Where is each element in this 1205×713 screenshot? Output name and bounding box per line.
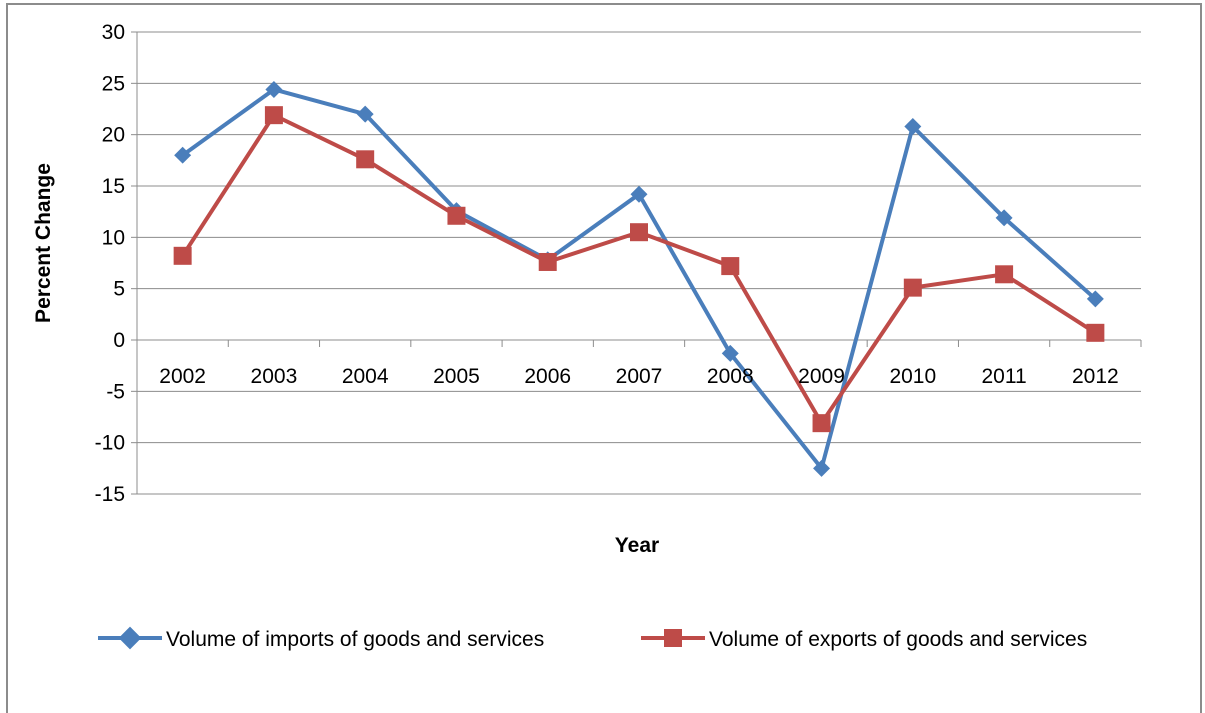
y-tick-label: 0 <box>113 329 125 352</box>
y-tick-label: 15 <box>102 175 125 198</box>
y-tick-label: -15 <box>95 483 125 506</box>
x-tick-label: 2002 <box>159 365 206 388</box>
y-tick-label: 5 <box>113 278 125 301</box>
data-point-1-3 <box>447 206 466 225</box>
legend-marker-exports <box>664 629 682 647</box>
series-lines <box>173 81 1105 477</box>
x-tick-label: 2003 <box>251 365 298 388</box>
x-tick-label: 2008 <box>707 365 754 388</box>
data-point-1-1 <box>264 106 283 125</box>
data-point-1-4 <box>538 252 557 271</box>
series-line-0 <box>181 87 1097 471</box>
data-point-0-9 <box>995 209 1013 227</box>
x-tick-label: 2012 <box>1072 365 1119 388</box>
data-point-1-8 <box>903 278 922 297</box>
x-tick-label: 2010 <box>889 365 936 388</box>
data-point-0-2 <box>356 105 374 123</box>
y-axis-title: Percent Change <box>32 163 55 323</box>
x-tick-label: 2009 <box>798 365 845 388</box>
data-point-1-0 <box>173 246 192 265</box>
data-point-0-8 <box>904 117 922 135</box>
data-point-0-1 <box>265 81 283 98</box>
legend-marker-imports <box>118 626 142 650</box>
x-tick-label: 2006 <box>524 365 571 388</box>
legend-item-exports: Volume of exports of goods and services <box>641 628 1087 651</box>
data-point-1-7 <box>812 414 831 433</box>
y-tick-label: 25 <box>102 72 125 95</box>
x-axis-title: Year <box>615 534 659 557</box>
data-point-1-6 <box>721 257 740 276</box>
data-point-1-9 <box>995 265 1014 284</box>
x-tick-label: 2007 <box>616 365 663 388</box>
legend-label-imports: Volume of imports of goods and services <box>166 628 544 651</box>
data-point-0-7 <box>813 459 831 477</box>
x-axis <box>136 339 1142 347</box>
y-tick-label: 30 <box>102 21 125 44</box>
y-tick-label: 10 <box>102 226 125 249</box>
legend: Volume of imports of goods and services … <box>98 626 1087 651</box>
data-point-0-5 <box>630 185 648 203</box>
x-tick-label: 2011 <box>982 365 1027 388</box>
gridlines <box>137 31 1141 495</box>
y-axis-ticks: -15 -10 -5 0 5 10 15 20 25 30 <box>95 21 138 506</box>
y-tick-label: -5 <box>106 380 125 403</box>
x-tick-label: 2005 <box>433 365 480 388</box>
data-point-1-10 <box>1086 323 1105 342</box>
x-tick-label: 2004 <box>342 365 389 388</box>
legend-label-exports: Volume of exports of goods and services <box>709 628 1087 651</box>
data-point-1-5 <box>630 223 648 242</box>
data-point-0-6 <box>721 344 739 362</box>
y-tick-label: -10 <box>95 432 125 455</box>
data-point-1-2 <box>356 150 375 169</box>
legend-item-imports: Volume of imports of goods and services <box>98 626 544 651</box>
chart-frame <box>6 3 1202 713</box>
y-tick-label: 20 <box>102 124 125 147</box>
x-axis-ticks: 2002 2003 2004 2005 2006 2007 2008 2009 2010 2011… <box>159 365 1118 388</box>
data-point-0-0 <box>174 146 192 164</box>
